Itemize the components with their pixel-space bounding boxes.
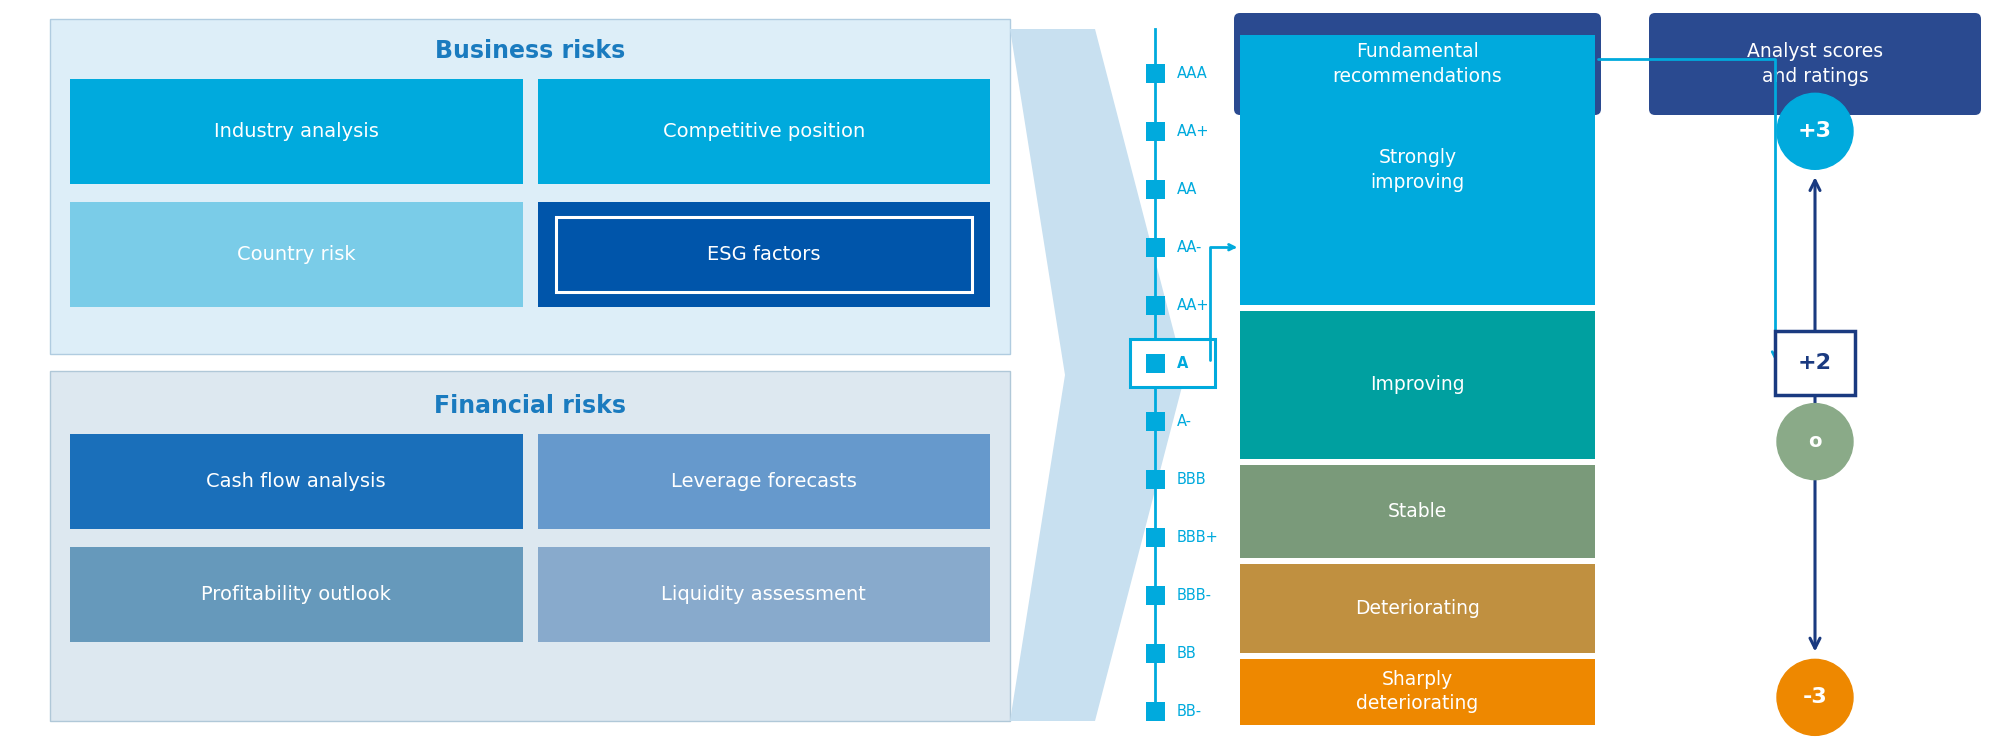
Text: Sharply
deteriorating: Sharply deteriorating bbox=[1356, 670, 1478, 713]
Text: BBB+: BBB+ bbox=[1178, 530, 1218, 545]
FancyBboxPatch shape bbox=[1234, 13, 1600, 115]
Text: AA+: AA+ bbox=[1178, 124, 1210, 139]
FancyBboxPatch shape bbox=[70, 434, 522, 529]
Text: Competitive position: Competitive position bbox=[662, 122, 864, 141]
Circle shape bbox=[1778, 403, 1854, 480]
Text: Leverage forecasts: Leverage forecasts bbox=[670, 472, 856, 491]
Text: Stable: Stable bbox=[1388, 502, 1448, 520]
Text: Deteriorating: Deteriorating bbox=[1356, 599, 1480, 618]
FancyBboxPatch shape bbox=[1240, 659, 1596, 725]
FancyBboxPatch shape bbox=[70, 79, 522, 184]
FancyBboxPatch shape bbox=[1240, 465, 1596, 557]
FancyBboxPatch shape bbox=[1240, 564, 1596, 653]
Text: BB: BB bbox=[1178, 646, 1196, 661]
Bar bbox=[1146, 412, 1164, 431]
Text: AAA: AAA bbox=[1178, 66, 1208, 81]
Text: AA+: AA+ bbox=[1178, 298, 1210, 313]
FancyBboxPatch shape bbox=[50, 19, 1010, 354]
Bar bbox=[1146, 469, 1164, 488]
FancyBboxPatch shape bbox=[70, 547, 522, 642]
FancyBboxPatch shape bbox=[1240, 311, 1596, 459]
Text: Profitability outlook: Profitability outlook bbox=[202, 585, 392, 604]
Bar bbox=[1146, 585, 1164, 605]
Text: Fundamental
recommendations: Fundamental recommendations bbox=[1332, 42, 1502, 86]
Text: o: o bbox=[1808, 432, 1822, 451]
Text: BBB-: BBB- bbox=[1178, 588, 1212, 602]
Bar bbox=[1146, 528, 1164, 547]
Bar bbox=[1146, 180, 1164, 199]
Circle shape bbox=[1778, 659, 1854, 735]
Bar bbox=[1146, 354, 1164, 372]
Text: Improving: Improving bbox=[1370, 375, 1464, 395]
Text: -3: -3 bbox=[1802, 687, 1828, 707]
Text: Liquidity assessment: Liquidity assessment bbox=[662, 585, 866, 604]
Text: Analyst scores
and ratings: Analyst scores and ratings bbox=[1746, 42, 1884, 86]
FancyBboxPatch shape bbox=[1776, 331, 1856, 395]
Text: Business risks: Business risks bbox=[434, 39, 626, 63]
Text: Country risk: Country risk bbox=[236, 245, 356, 264]
Bar bbox=[1146, 644, 1164, 663]
FancyBboxPatch shape bbox=[538, 202, 990, 307]
Text: AA: AA bbox=[1178, 182, 1198, 197]
FancyBboxPatch shape bbox=[50, 371, 1010, 721]
Text: BBB: BBB bbox=[1178, 471, 1206, 486]
Text: A-: A- bbox=[1178, 414, 1192, 429]
Bar bbox=[1146, 64, 1164, 83]
Circle shape bbox=[1778, 93, 1854, 169]
FancyBboxPatch shape bbox=[538, 434, 990, 529]
FancyBboxPatch shape bbox=[1130, 339, 1216, 387]
Text: +2: +2 bbox=[1798, 353, 1832, 373]
Bar bbox=[1146, 354, 1164, 372]
Text: +3: +3 bbox=[1798, 121, 1832, 141]
FancyBboxPatch shape bbox=[1650, 13, 1982, 115]
Bar bbox=[1146, 238, 1164, 256]
Text: BB-: BB- bbox=[1178, 704, 1202, 718]
Text: A: A bbox=[1178, 355, 1188, 371]
Text: Financial risks: Financial risks bbox=[434, 394, 626, 418]
Text: AA-: AA- bbox=[1178, 239, 1202, 255]
FancyBboxPatch shape bbox=[538, 79, 990, 184]
FancyBboxPatch shape bbox=[1240, 35, 1596, 305]
Text: Cash flow analysis: Cash flow analysis bbox=[206, 472, 386, 491]
FancyBboxPatch shape bbox=[70, 202, 522, 307]
FancyBboxPatch shape bbox=[538, 547, 990, 642]
Bar bbox=[1146, 296, 1164, 315]
Text: A: A bbox=[1178, 355, 1188, 371]
Bar bbox=[1146, 122, 1164, 141]
Bar bbox=[1146, 701, 1164, 721]
Text: Industry analysis: Industry analysis bbox=[214, 122, 378, 141]
Text: Strongly
improving: Strongly improving bbox=[1370, 149, 1464, 191]
Text: ESG factors: ESG factors bbox=[706, 245, 820, 264]
Polygon shape bbox=[1010, 29, 1184, 721]
